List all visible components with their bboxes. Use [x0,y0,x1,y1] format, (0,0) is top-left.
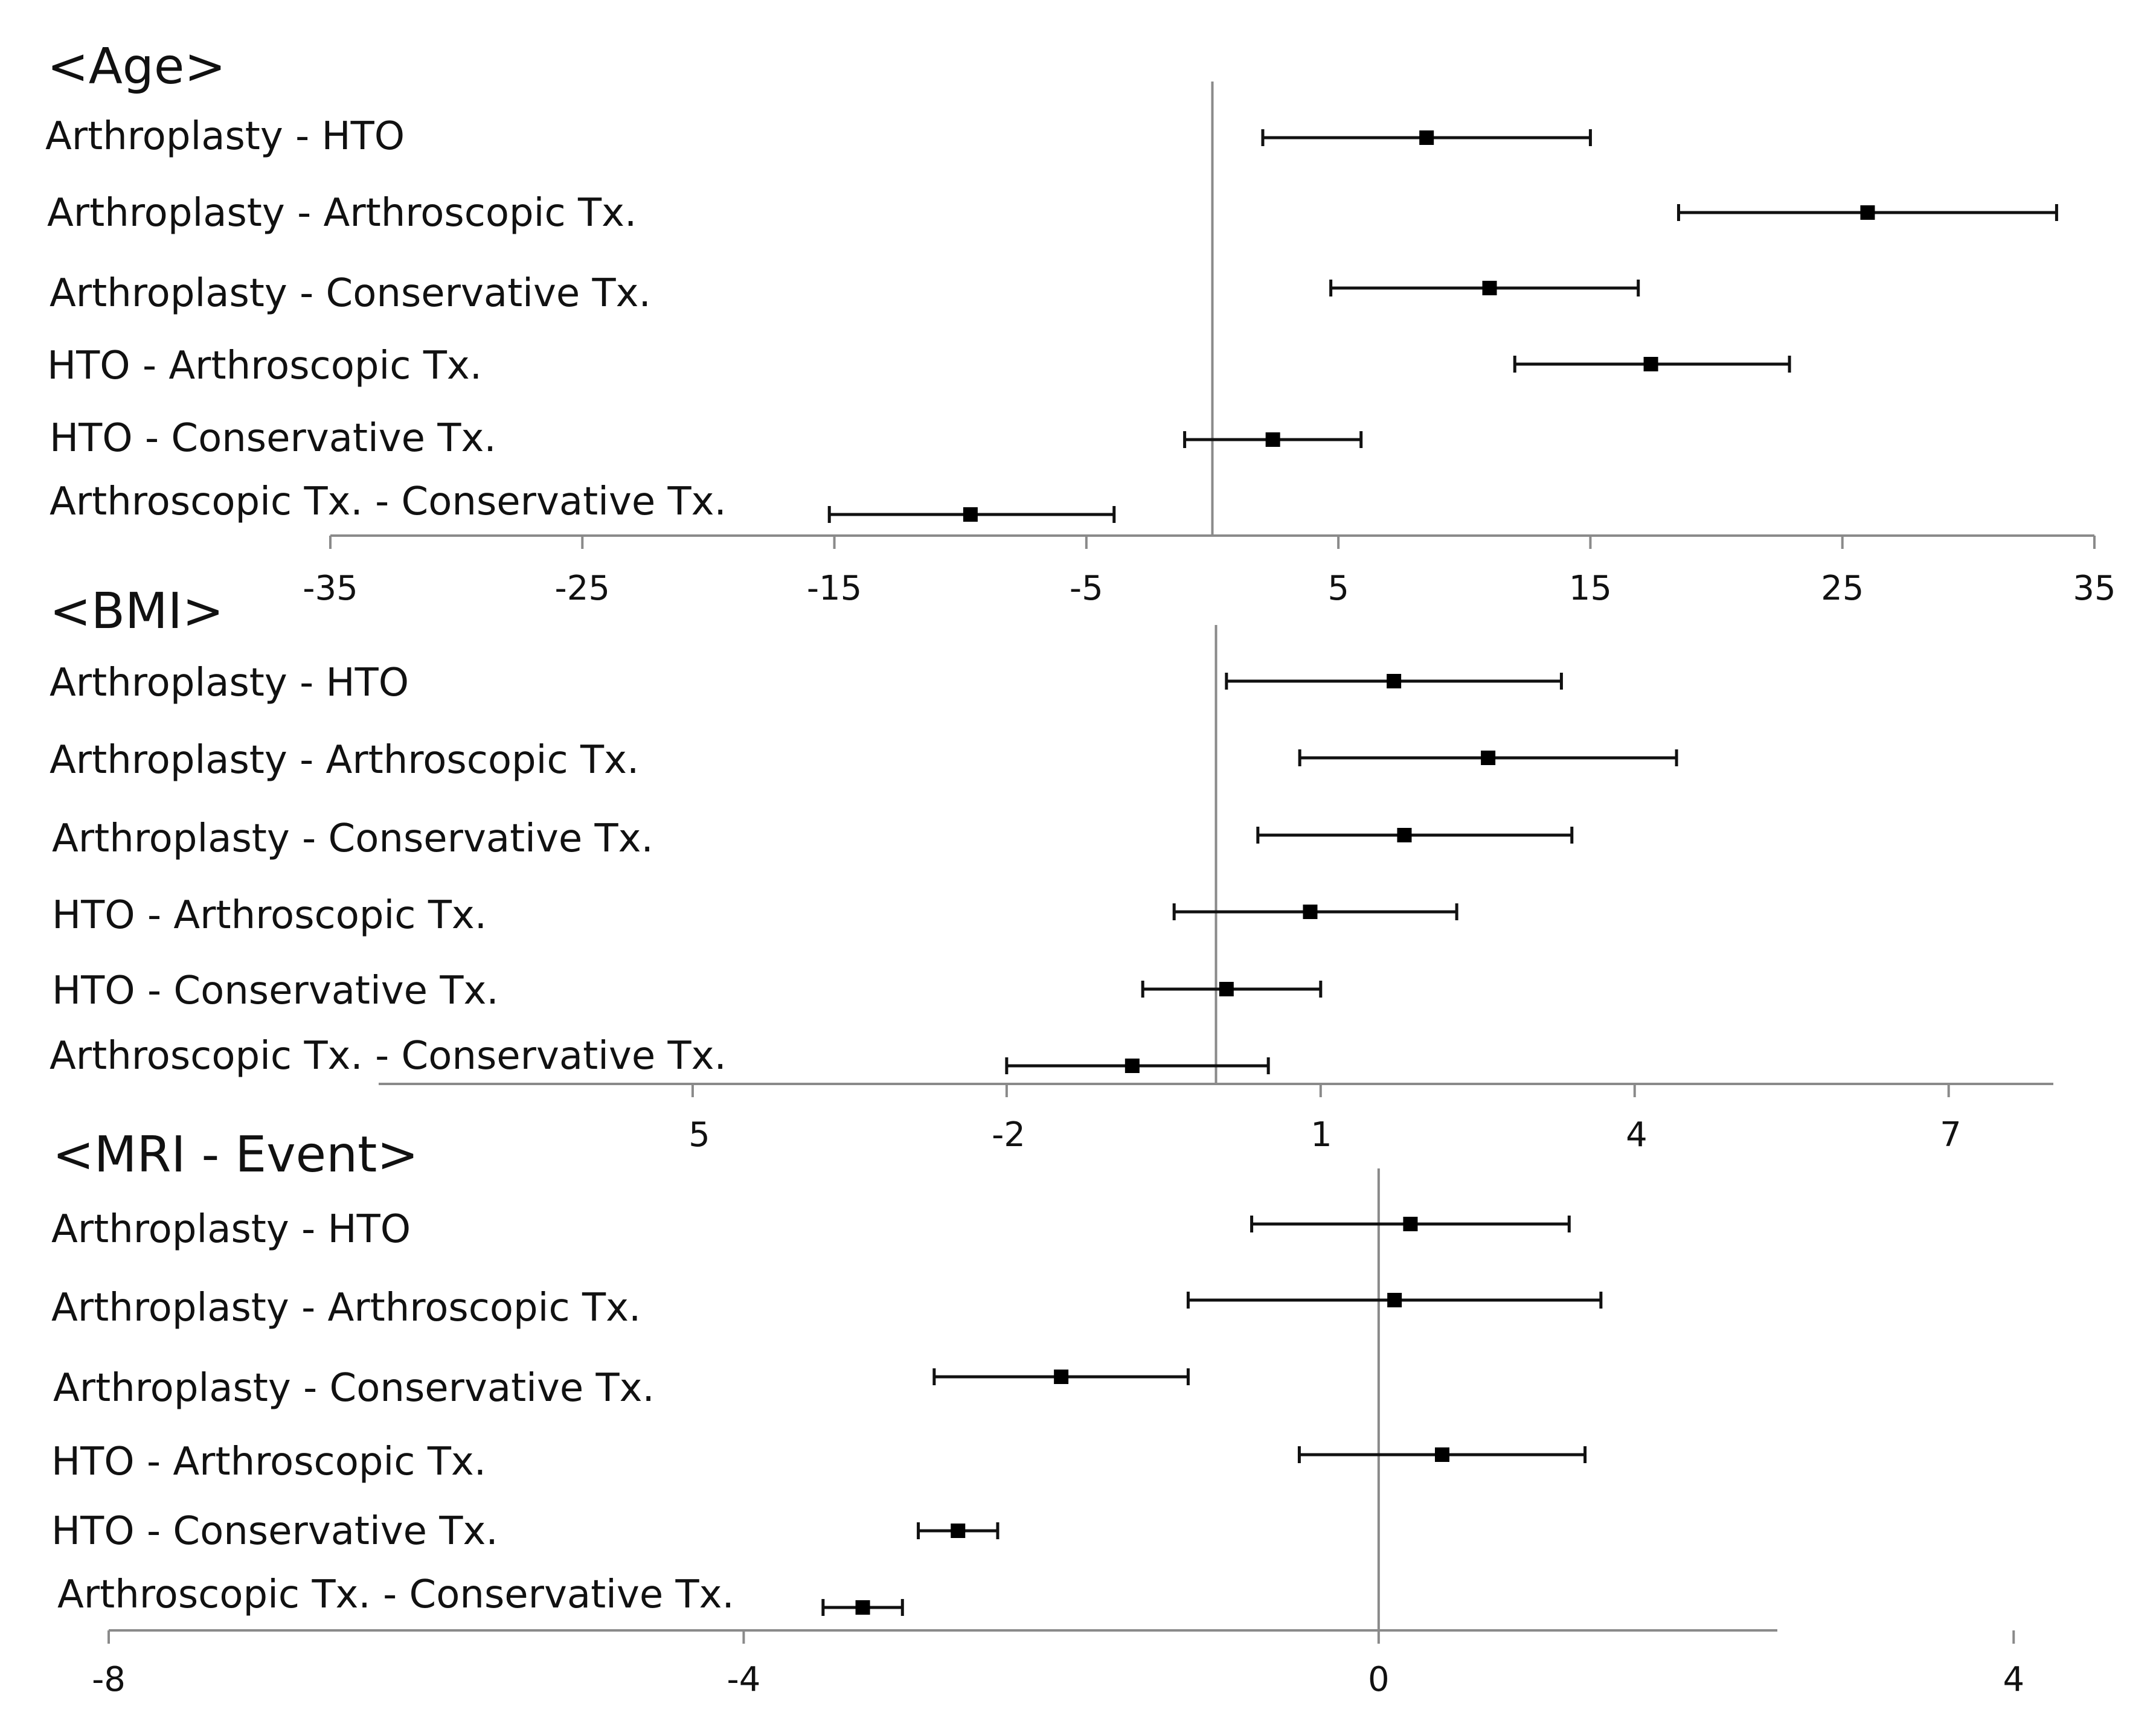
panel1-row-label: Arthroplasty - Arthroscopic Tx. [47,191,637,236]
panel2-tick-label: 4 [1626,1115,1647,1155]
panel1-row-label: Arthroplasty - Conservative Tx. [50,271,651,316]
panel3-estimate-point [1403,1217,1418,1231]
panel1-tick-label: -25 [555,569,610,608]
panel3-estimate-point [1387,1293,1402,1307]
panel3-row-label: Arthroplasty - Conservative Tx. [53,1366,655,1411]
panel3-row-label: Arthroplasty - HTO [51,1207,411,1252]
panel3-row-label: HTO - Conservative Tx. [51,1509,498,1554]
panel1-tick-label: 35 [2073,569,2116,608]
panel1-row-label: HTO - Conservative Tx. [50,416,496,461]
panel2-row-label: HTO - Conservative Tx. [52,969,499,1013]
panel3-tick-label: -4 [727,1660,761,1699]
panel1-estimate-point [1482,281,1497,295]
panel2-tick-label: -2 [992,1115,1025,1155]
panel2-row-label: Arthroplasty - Conservative Tx. [52,816,653,861]
panel2-estimate-point [1387,674,1402,688]
panel3-row-label: Arthroplasty - Arthroscopic Tx. [51,1286,641,1330]
panel3-tick-label: -8 [92,1660,126,1699]
panel1-estimate-point [1265,432,1280,447]
panel2-tick-label: 7 [1940,1115,1962,1155]
panel2-estimate-point [1397,828,1412,842]
panel1-estimate-point [1419,130,1434,145]
panel3-row-label: HTO - Arthroscopic Tx. [51,1440,486,1484]
panel1-tick-label: 5 [1327,569,1349,608]
panel1-row-label: Arthroscopic Tx. - Conservative Tx. [50,479,727,524]
panel3-estimate-point [951,1524,966,1538]
panel3-estimate-point [855,1600,870,1615]
panel3-tick-label: 0 [1368,1660,1390,1699]
panel1-estimate-point [1860,205,1875,220]
panel2-row-label: Arthroscopic Tx. - Conservative Tx. [50,1034,727,1078]
panel2-title: <BMI> [50,583,224,640]
panel2-tick-label: 5 [688,1115,710,1155]
panel1-row-label: Arthroplasty - HTO [45,114,405,159]
panel1-row-label: HTO - Arthroscopic Tx. [47,344,482,388]
panel3-row-label: Arthroscopic Tx. - Conservative Tx. [57,1572,734,1617]
panel1-title: <Age> [47,38,226,95]
panel2-estimate-point [1125,1059,1140,1073]
panel2-estimate-point [1481,751,1496,765]
panel1-tick-label: 25 [1821,569,1864,608]
panel2-estimate-point [1219,982,1234,996]
panel3-title: <MRI - Event> [53,1126,419,1184]
panel3-estimate-point [1054,1370,1069,1384]
panel1-tick-label: -35 [303,569,358,608]
panel2-row-label: Arthroplasty - HTO [50,661,409,705]
panel1-tick-label: -5 [1070,569,1103,608]
panel1-estimate-point [1643,357,1658,371]
panel3-estimate-point [1435,1447,1449,1462]
panel2-estimate-point [1303,905,1318,919]
panel1-tick-label: -15 [807,569,862,608]
panel2-row-label: HTO - Arthroscopic Tx. [52,893,487,938]
panel2-row-label: Arthroplasty - Arthroscopic Tx. [50,738,639,783]
panel2-tick-label: 1 [1311,1115,1332,1155]
panel1-tick-label: 15 [1569,569,1612,608]
panel1-estimate-point [963,507,978,522]
panel3-tick-label: 4 [2003,1660,2024,1699]
